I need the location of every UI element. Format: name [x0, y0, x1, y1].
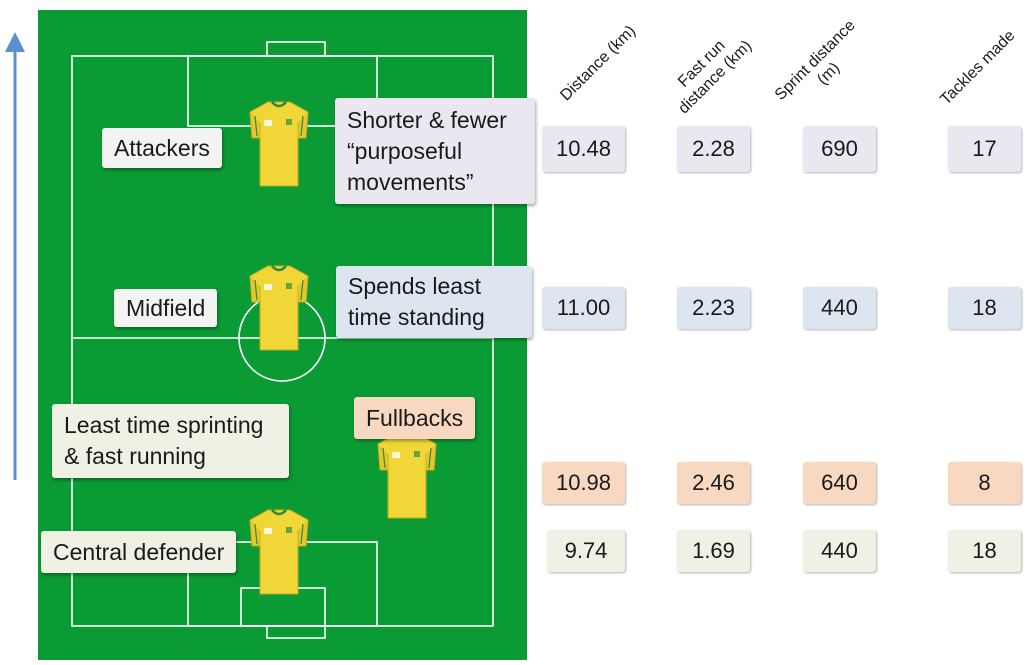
column-header-tackles: Tackles made	[937, 27, 1019, 109]
fullbacks-tackles: 8	[948, 462, 1021, 504]
attackers-tackles: 17	[948, 126, 1021, 172]
midfield-note: Spends least time standing	[336, 266, 532, 338]
attacker-shirt-icon	[248, 100, 310, 188]
fullback-shirt-icon	[376, 432, 438, 520]
central-defender-sprint: 440	[803, 530, 876, 572]
midfield-sprint: 440	[803, 287, 876, 329]
column-header-sprint: Sprint distance (m)	[771, 16, 859, 104]
midfield-distance: 11.00	[542, 287, 625, 329]
midfield-shirt-icon	[248, 264, 310, 352]
midfield-tackles: 18	[948, 287, 1021, 329]
fullbacks-fast-run: 2.46	[677, 462, 750, 504]
midfield-fast-run: 2.23	[677, 287, 750, 329]
fullbacks-sprint: 640	[803, 462, 876, 504]
central-defender-fast-run: 1.69	[677, 530, 750, 572]
attackers-label: Attackers	[102, 128, 222, 168]
up-arrow	[5, 32, 25, 480]
fullbacks-distance: 10.98	[542, 462, 625, 504]
central-defender-distance: 9.74	[547, 530, 625, 572]
column-header-distance: Distance (km)	[557, 22, 640, 105]
central-defender-tackles: 18	[948, 530, 1021, 572]
attackers-note: Shorter & fewer “purposeful movements”	[335, 98, 535, 204]
central-defender-shirt-icon	[248, 508, 310, 596]
midfield-label: Midfield	[114, 289, 218, 327]
attackers-sprint: 690	[803, 126, 876, 172]
central-defender-label: Central defender	[41, 531, 237, 573]
attackers-fast-run: 2.28	[677, 126, 750, 172]
fullbacks-label: Fullbacks	[354, 397, 476, 439]
fullbacks-note: Least time sprinting & fast running	[52, 404, 289, 478]
column-header-fast-run: Fast run distance (km)	[675, 37, 756, 118]
attackers-distance: 10.48	[542, 126, 625, 172]
